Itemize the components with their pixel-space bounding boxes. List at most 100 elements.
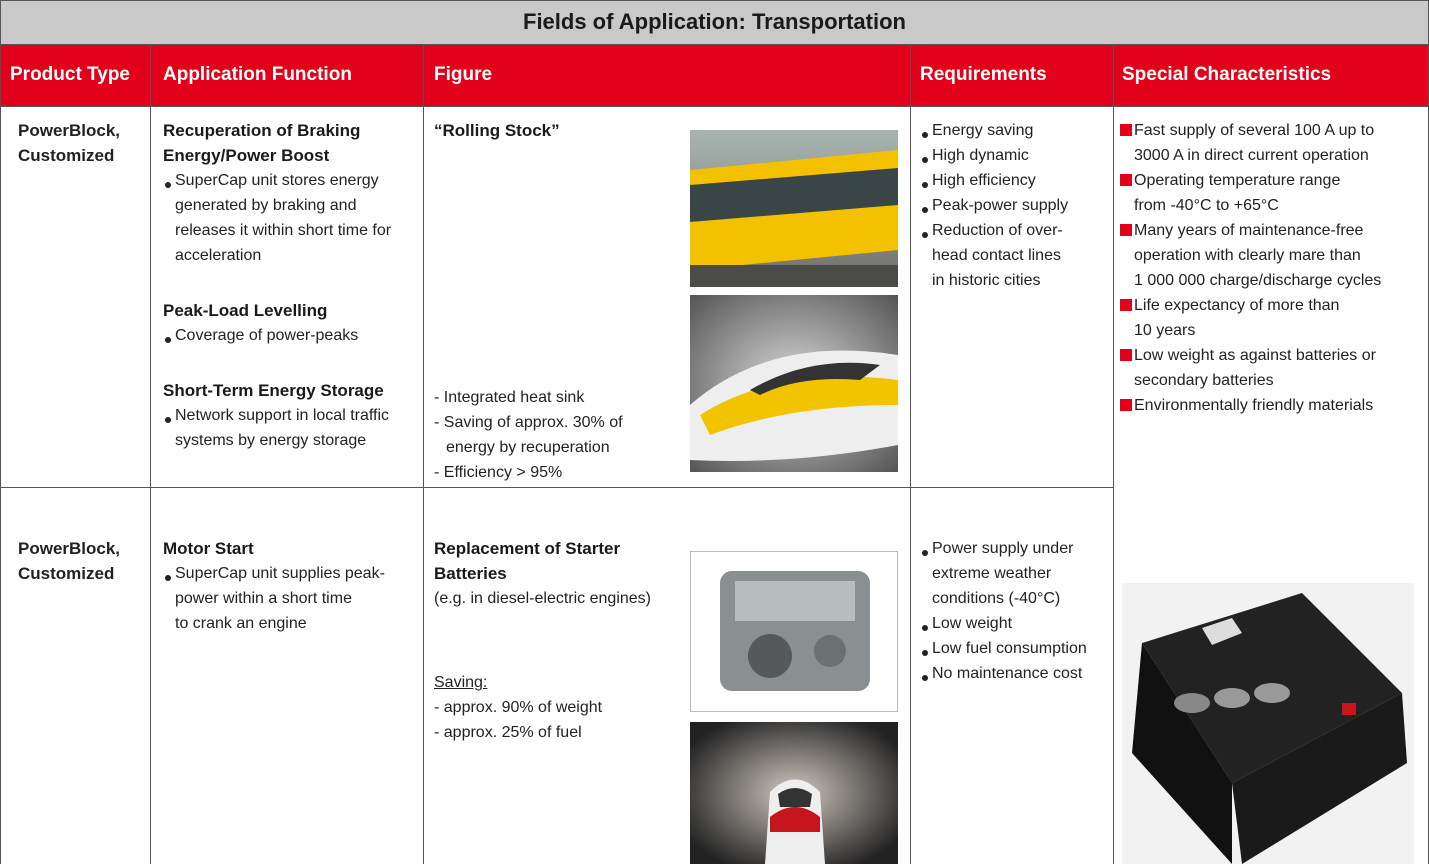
requirements: Power supply under extreme weather conditi… bbox=[920, 536, 1087, 686]
text-line: PowerBlock, bbox=[18, 121, 121, 140]
text-line: Life expectancy of more than bbox=[1120, 293, 1381, 318]
bullet-block: SuperCap unit supplies peak-power within… bbox=[163, 561, 385, 636]
column-header: Product Type bbox=[10, 64, 130, 85]
text-line: - Efficiency > 95% bbox=[434, 464, 563, 481]
header-row bbox=[0, 44, 1429, 106]
text-line: Customized bbox=[18, 564, 115, 583]
text-line: acceleration bbox=[175, 247, 262, 264]
product-type: PowerBlock, Customized bbox=[18, 536, 120, 586]
bullet-block: Power supply under extreme weather conditi… bbox=[920, 536, 1087, 611]
grid-line bbox=[0, 106, 1429, 107]
bullet-block: SuperCap unit stores energy generated by … bbox=[163, 168, 391, 268]
text-line: releases it within short time for bbox=[175, 222, 392, 239]
dash-block: - approx. 25% of fuel bbox=[434, 720, 651, 745]
grid-line bbox=[910, 44, 911, 864]
grid-line bbox=[0, 44, 1429, 45]
bullet-block: No maintenance cost bbox=[920, 661, 1087, 686]
heading-block: Peak-Load Levelling bbox=[163, 298, 391, 323]
square-block: Many years of maintenance-free operation … bbox=[1120, 218, 1381, 293]
text-line: - approx. 25% of fuel bbox=[434, 724, 582, 741]
text-line: Power supply under bbox=[920, 536, 1087, 561]
text-line: in historic cities bbox=[932, 272, 1041, 289]
text-line: High dynamic bbox=[920, 143, 1068, 168]
grid-line bbox=[0, 0, 1429, 1]
text-line: Peak-power supply bbox=[920, 193, 1068, 218]
column-header: Requirements bbox=[920, 64, 1047, 85]
text-line: SuperCap unit stores energy bbox=[163, 168, 391, 193]
dash-block: - approx. 90% of weight bbox=[434, 695, 651, 720]
text-line: Energy/Power Boost bbox=[163, 146, 330, 165]
text-line: (e.g. in diesel-electric engines) bbox=[434, 590, 651, 607]
text-line: PowerBlock, bbox=[18, 539, 121, 558]
bullet-block: Coverage of power-peaks bbox=[163, 323, 391, 348]
column-header: Special Characteristics bbox=[1122, 64, 1332, 85]
bullet-block: Low weight bbox=[920, 611, 1087, 636]
text-line: Peak-Load Levelling bbox=[163, 301, 328, 320]
text-line: Low fuel consumption bbox=[920, 636, 1087, 661]
text-line: - Integrated heat sink bbox=[434, 389, 585, 406]
text-line: Operating temperature range bbox=[1120, 168, 1381, 193]
square-block: Life expectancy of more than 10 years bbox=[1120, 293, 1381, 343]
text-line: secondary batteries bbox=[1134, 372, 1274, 389]
square-block: Fast supply of several 100 A up to 3000 A… bbox=[1120, 118, 1381, 168]
square-block: Low weight as against batteries or second… bbox=[1120, 343, 1381, 393]
heading-block: Short-Term Energy Storage bbox=[163, 378, 391, 403]
powerblock-photo bbox=[1122, 583, 1414, 864]
text-line: extreme weather bbox=[932, 565, 1052, 582]
plain-block: (e.g. in diesel-electric engines) bbox=[434, 586, 651, 611]
square-block: Operating temperature range from -40°C to… bbox=[1120, 168, 1381, 218]
text-line: High efficiency bbox=[920, 168, 1068, 193]
bullet-block: Low fuel consumption bbox=[920, 636, 1087, 661]
text-line: Short-Term Energy Storage bbox=[163, 381, 384, 400]
text-line: No maintenance cost bbox=[920, 661, 1087, 686]
product-type: PowerBlock, Customized bbox=[18, 118, 120, 168]
train-photo bbox=[690, 295, 898, 472]
text-line: generated by braking and bbox=[175, 197, 357, 214]
grid-line bbox=[150, 44, 151, 864]
text-line: Replacement of Starter bbox=[434, 539, 621, 558]
bullet-block: Peak-power supply bbox=[920, 193, 1068, 218]
bullet-block: Network support in local traffic systems … bbox=[163, 403, 391, 453]
text-line: Fast supply of several 100 A up to bbox=[1120, 118, 1381, 143]
text-line: head contact lines bbox=[932, 247, 1061, 264]
text-line: “Rolling Stock” bbox=[434, 121, 560, 140]
application-function: Motor Start SuperCap unit supplies peak-p… bbox=[163, 536, 385, 636]
text-line: Environmentally friendly materials bbox=[1120, 393, 1381, 418]
bullet-block: High efficiency bbox=[920, 168, 1068, 193]
application-function: Recuperation of Braking Energy/Power Boos… bbox=[163, 118, 391, 453]
bullet-block: High dynamic bbox=[920, 143, 1068, 168]
grid-line bbox=[0, 0, 1, 864]
text-line: from -40°C to +65°C bbox=[1134, 197, 1279, 214]
text-line: Coverage of power-peaks bbox=[163, 323, 391, 348]
special-characteristics: Fast supply of several 100 A up to 3000 A… bbox=[1120, 118, 1381, 418]
grid-line bbox=[1113, 44, 1114, 864]
engine-photo bbox=[690, 551, 898, 712]
text-line: to crank an engine bbox=[175, 615, 307, 632]
column-header: Application Function bbox=[163, 64, 352, 85]
text-line: Low weight bbox=[920, 611, 1087, 636]
text-line: Motor Start bbox=[163, 539, 254, 558]
text-line: Network support in local traffic bbox=[163, 403, 391, 428]
tram-photo bbox=[690, 130, 898, 287]
text-line: Energy saving bbox=[920, 118, 1068, 143]
table-title: Fields of Application: Transportation bbox=[0, 0, 1429, 44]
dash-block: - Efficiency > 95% bbox=[434, 460, 623, 485]
text-line: - approx. 90% of weight bbox=[434, 699, 603, 716]
text-line: - Saving of approx. 30% of bbox=[434, 414, 623, 431]
text-line: Reduction of over- bbox=[920, 218, 1068, 243]
text-line: SuperCap unit supplies peak- bbox=[163, 561, 385, 586]
figure-text: “Rolling Stock” - Integrated heat sink - S… bbox=[434, 118, 623, 485]
column-header: Figure bbox=[434, 64, 493, 85]
heading-block: “Rolling Stock” bbox=[434, 118, 623, 143]
text-line: Recuperation of Braking bbox=[163, 121, 361, 140]
figure-text: Replacement of Starter Batteries (e.g. in … bbox=[434, 536, 651, 745]
heading-block: Motor Start bbox=[163, 536, 385, 561]
underline-block: Saving: bbox=[434, 670, 651, 695]
text-line: conditions (-40°C) bbox=[932, 590, 1061, 607]
text-line: energy by recuperation bbox=[446, 439, 610, 456]
text-line: operation with clearly mare than bbox=[1134, 247, 1361, 264]
heading-block: Recuperation of Braking Energy/Power Boos… bbox=[163, 118, 391, 168]
text-line: Saving: bbox=[434, 674, 488, 691]
bullet-block: Reduction of over-head contact lines in h… bbox=[920, 218, 1068, 293]
